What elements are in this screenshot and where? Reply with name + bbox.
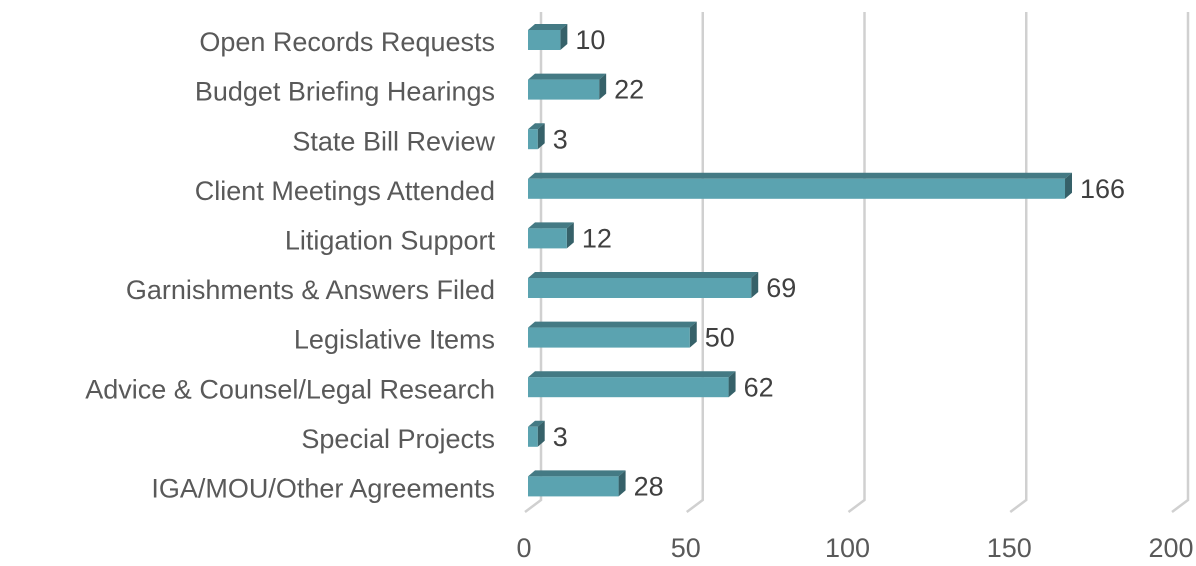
bar-group [528,272,759,298]
category-label: Litigation Support [285,226,496,256]
value-label: 3 [553,422,568,452]
bar-top [528,321,697,328]
bar-side [537,123,545,150]
bar-side [560,24,568,50]
value-label: 62 [744,372,774,402]
category-label: Legislative Items [294,325,495,355]
bar-group [528,123,545,150]
bar-side [537,420,545,447]
bar-side [566,222,574,249]
bar-group [528,172,1073,199]
bar [528,426,538,447]
category-label: Client Meetings Attended [195,176,495,206]
category-label: Budget Briefing Hearings [195,77,495,107]
bar-side [599,73,607,100]
bar-top [528,123,545,130]
bar-side [1065,172,1073,199]
value-label: 3 [553,124,568,154]
bar-side [751,272,759,298]
bar-group [528,420,545,447]
value-label: 69 [766,273,796,303]
bar-top [528,470,626,477]
bar-top [528,73,607,80]
value-label: 12 [582,224,612,254]
bar [528,79,600,100]
bar-side [618,470,626,497]
x-tick-label: 150 [987,533,1032,563]
bar [528,30,561,50]
bar-group [528,321,697,348]
bar-side [728,371,736,398]
value-label: 166 [1080,174,1125,204]
bar-group [528,222,574,249]
category-label: State Bill Review [292,126,495,156]
bar-group [528,73,607,100]
category-label: Open Records Requests [199,27,495,57]
bar-top [528,371,736,378]
bar [528,278,752,298]
x-tick-label: 200 [1148,533,1193,563]
bar-group [528,24,568,50]
bar-top [528,24,568,30]
x-tick-label: 0 [516,533,531,563]
bar [528,327,690,348]
bar-top [528,222,574,229]
bar-side [689,321,697,348]
category-label: Garnishments & Answers Filed [126,275,495,305]
bar [528,228,567,249]
bar-top [528,172,1073,179]
bar [528,129,538,150]
value-label: 50 [705,323,735,353]
value-label: 28 [634,472,664,502]
bar [528,178,1066,199]
category-label: Advice & Counsel/Legal Research [85,374,495,404]
x-tick-label: 50 [671,533,701,563]
grid-line [1171,12,1190,513]
grid-line [686,12,704,513]
bar [528,476,619,497]
bar [528,377,729,398]
x-tick-label: 100 [825,533,870,563]
grid-line [847,12,866,513]
bar-group [528,371,736,398]
bar-group [528,470,626,497]
value-label: 10 [575,25,605,55]
bar-top [528,420,545,427]
bar-top [528,272,759,278]
value-label: 22 [614,75,644,105]
category-label: Special Projects [301,424,495,454]
category-label: IGA/MOU/Other Agreements [151,474,495,504]
grid-line [1009,12,1028,513]
